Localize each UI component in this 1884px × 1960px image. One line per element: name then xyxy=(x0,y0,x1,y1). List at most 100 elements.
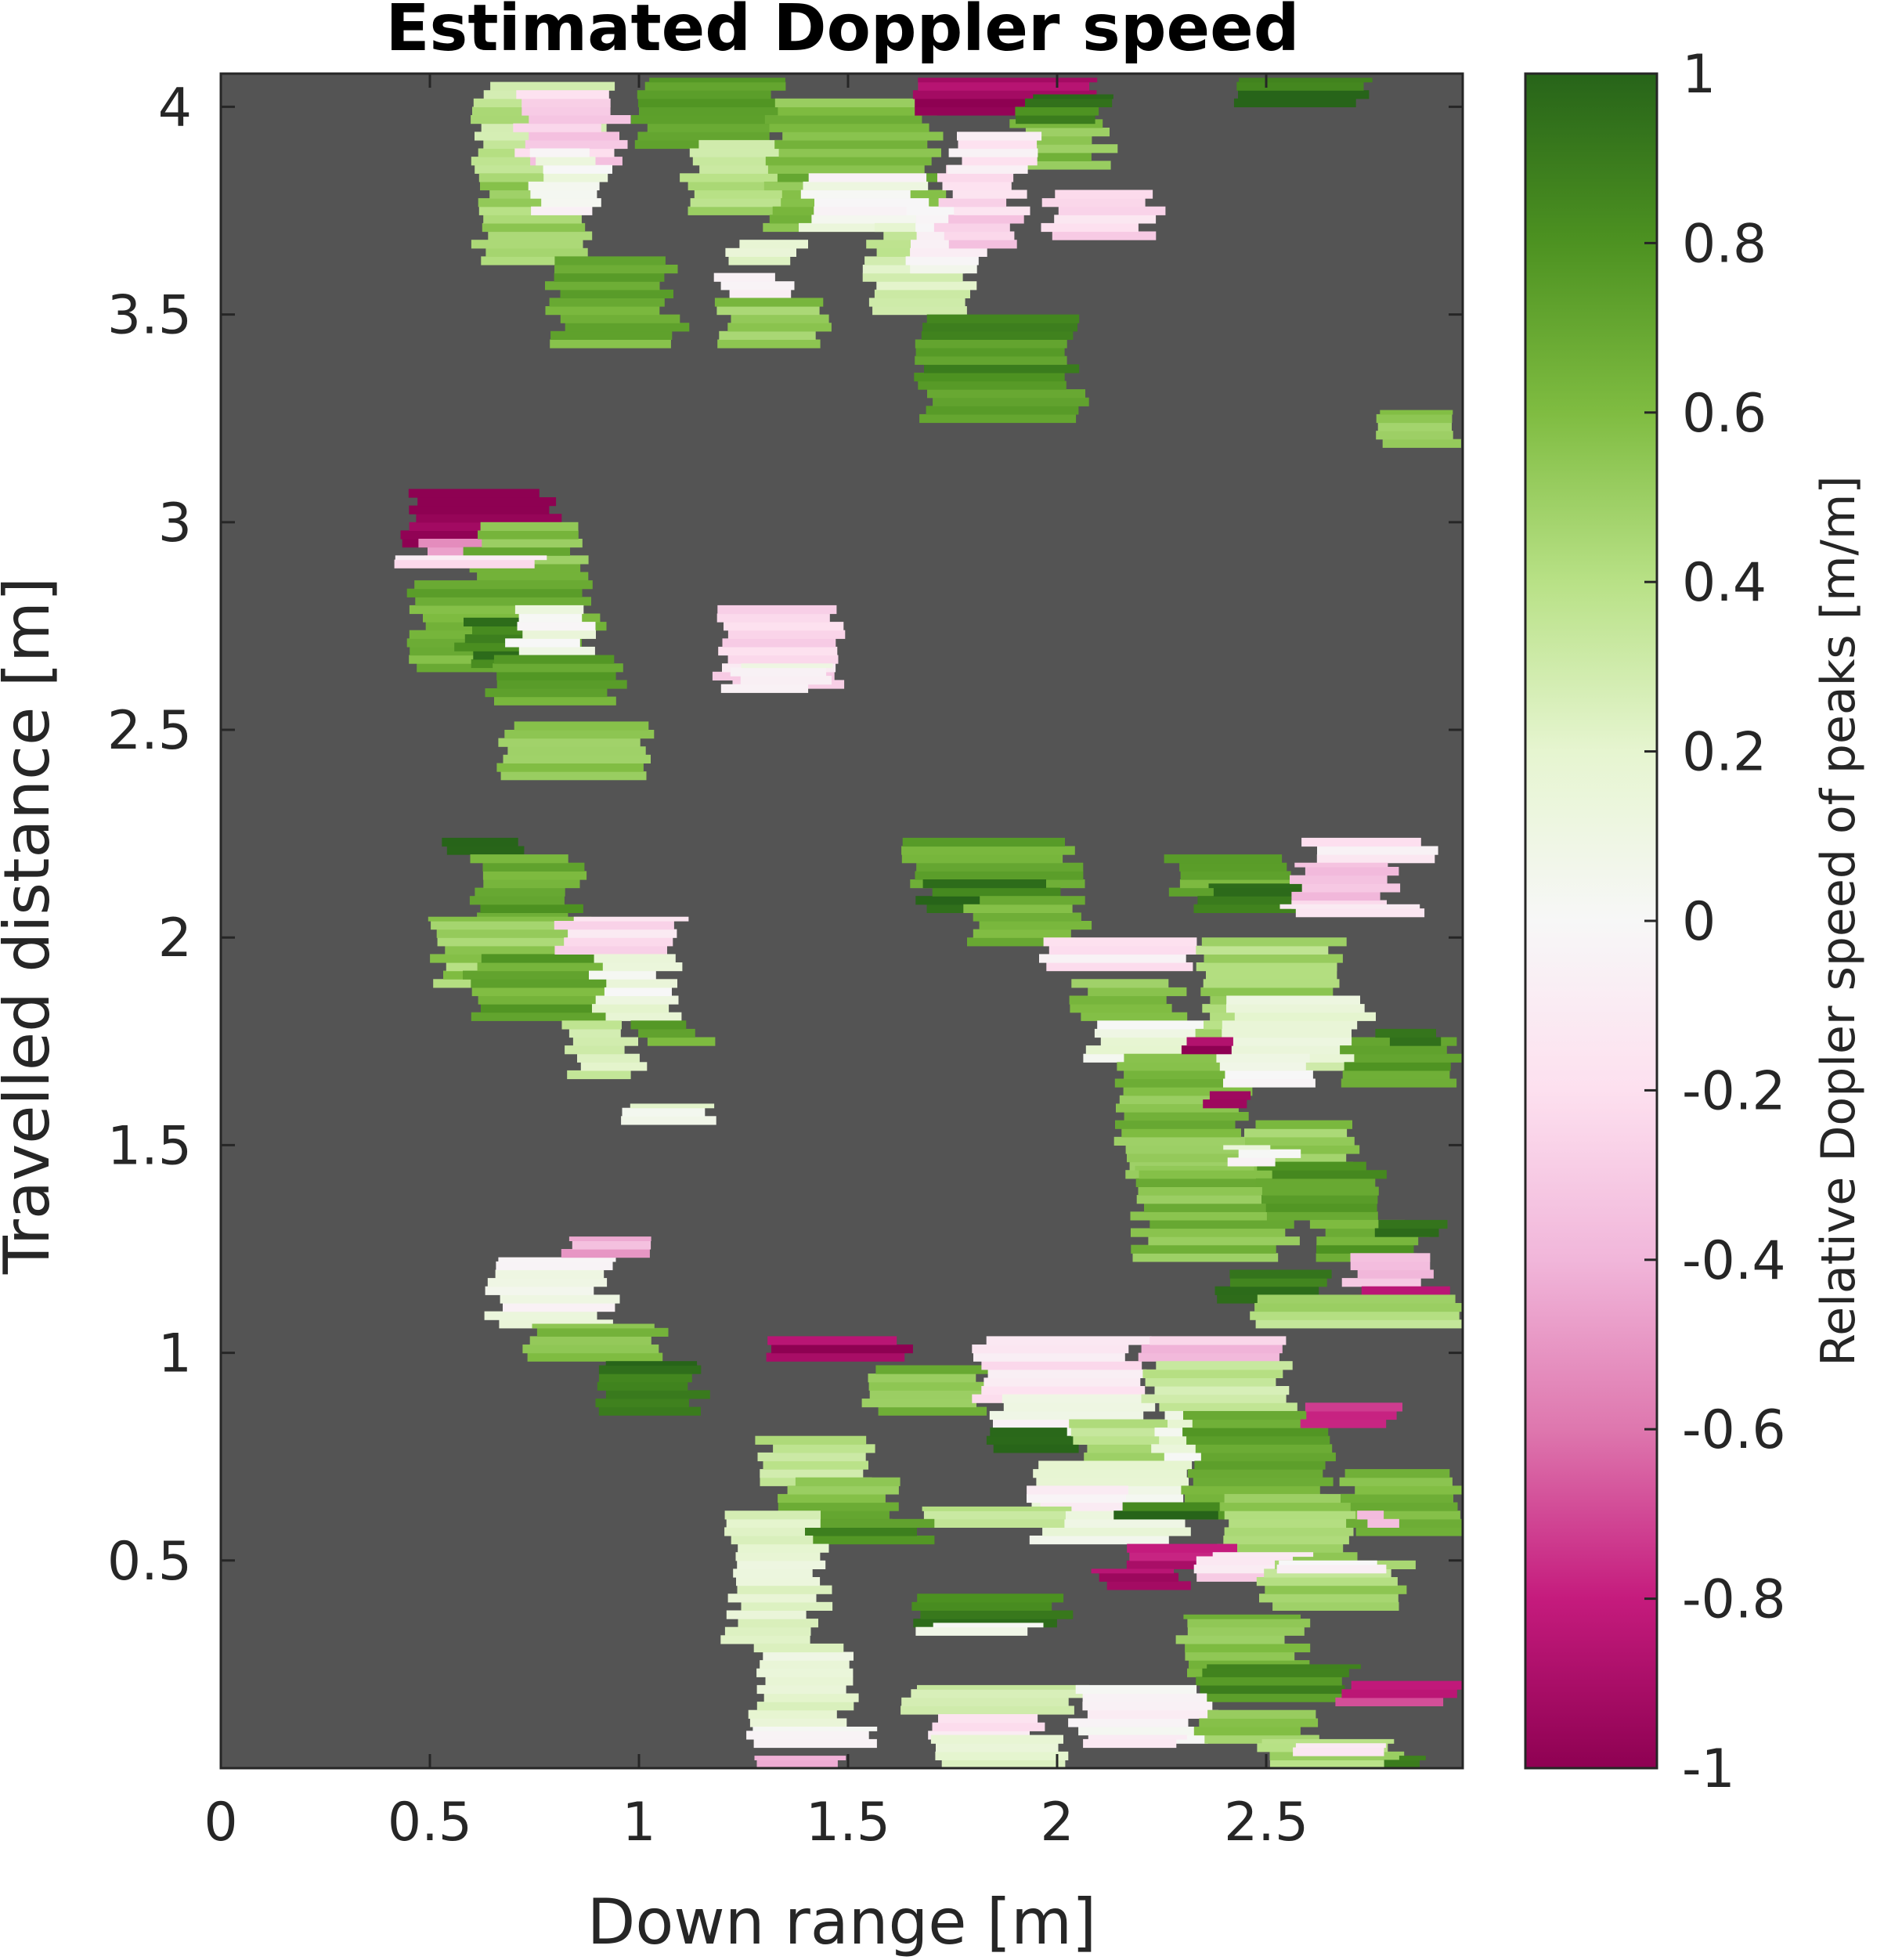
heatmap-cell xyxy=(446,846,525,855)
heatmap-cell xyxy=(485,247,588,257)
heatmap-cell xyxy=(478,995,630,1005)
y-axis: 0.5 1 1.5 2 2.5 3 3.5 4 xyxy=(107,77,1463,1593)
colorbar: 1 0.8 0.6 0.4 0.2 0 -0.2 -0.4 -0.6 -0.8 -1 xyxy=(1524,44,1786,1800)
heatmap-cell xyxy=(1229,1269,1332,1279)
y-tick-label: 1.5 xyxy=(107,1115,192,1177)
heatmap-cell xyxy=(724,1527,805,1536)
heatmap-cell xyxy=(478,173,583,182)
heatmap-cell xyxy=(1041,222,1139,233)
heatmap-cell xyxy=(529,115,631,125)
heatmap-cell xyxy=(689,148,838,157)
heatmap-cell xyxy=(911,240,981,249)
colorbar-tick-label: 0.6 xyxy=(1682,383,1767,445)
heatmap-cell xyxy=(418,539,514,548)
heatmap-cell xyxy=(1145,1377,1276,1387)
heatmap-cell xyxy=(918,81,1090,91)
heatmap-cell xyxy=(477,572,589,581)
heatmap-cell xyxy=(478,206,577,215)
heatmap-cell xyxy=(1207,1664,1361,1669)
heatmap-cell xyxy=(630,1103,715,1109)
heatmap-cell xyxy=(1075,1684,1197,1695)
heatmap-cell xyxy=(500,771,647,781)
heatmap-cell xyxy=(1100,1037,1239,1046)
heatmap-cell xyxy=(1217,1543,1344,1553)
heatmap-cell xyxy=(529,132,619,141)
heatmap-cell xyxy=(475,164,600,174)
heatmap-cell xyxy=(647,123,782,132)
heatmap-cell xyxy=(1124,1053,1248,1063)
heatmap-cell xyxy=(944,231,1015,240)
heatmap-cell xyxy=(1139,1170,1290,1179)
heatmap-cell xyxy=(724,622,844,631)
heatmap-cell xyxy=(568,1028,621,1038)
heatmap-cell xyxy=(1036,1477,1189,1486)
heatmap-cell xyxy=(1346,1518,1463,1528)
heatmap-cell xyxy=(954,206,1030,215)
heatmap-cell xyxy=(598,1365,702,1374)
heatmap-cell xyxy=(599,1373,692,1383)
heatmap-cell xyxy=(787,1485,899,1495)
heatmap-cell xyxy=(1082,1693,1207,1702)
heatmap-cell xyxy=(930,1734,1063,1744)
heatmap-cell xyxy=(760,1469,864,1478)
heatmap-cell xyxy=(1113,1136,1247,1146)
heatmap-cell xyxy=(1135,1178,1279,1187)
heatmap-cell xyxy=(902,837,1065,847)
heatmap-cell xyxy=(549,298,665,307)
heatmap-plot-area xyxy=(219,72,1464,1770)
heatmap-cell xyxy=(753,1643,844,1653)
heatmap-cell xyxy=(503,754,651,763)
heatmap-cell xyxy=(1357,1269,1434,1279)
heatmap-cell xyxy=(1135,1165,1279,1171)
heatmap-cell xyxy=(1196,945,1329,955)
heatmap-cell xyxy=(1294,862,1388,868)
heatmap-cell xyxy=(922,323,1077,332)
heatmap-cell xyxy=(1114,1078,1233,1088)
heatmap-cell xyxy=(910,265,977,274)
heatmap-cell xyxy=(869,1390,985,1399)
heatmap-cell xyxy=(1150,1336,1287,1345)
heatmap-cell xyxy=(1255,1319,1463,1329)
heatmap-cell xyxy=(604,987,672,997)
heatmap-cell xyxy=(1070,1004,1172,1013)
chart-title: Estimated Doppler speed xyxy=(386,0,1300,66)
heatmap-cell xyxy=(543,173,608,182)
heatmap-cell xyxy=(755,1435,867,1445)
heatmap-cell xyxy=(536,157,596,166)
heatmap-cell xyxy=(1181,1045,1232,1055)
heatmap-cell xyxy=(490,81,615,91)
heatmap-cell xyxy=(948,148,1038,157)
heatmap-cell xyxy=(1129,1552,1240,1561)
heatmap-cell xyxy=(766,1352,905,1362)
heatmap-cell xyxy=(1203,1099,1247,1109)
heatmap-cell xyxy=(1255,1178,1376,1187)
heatmap-cell xyxy=(564,937,673,947)
heatmap-cell xyxy=(1125,1145,1244,1154)
heatmap-cell xyxy=(1085,1045,1227,1055)
heatmap-cell xyxy=(1222,1045,1351,1055)
heatmap-cell xyxy=(495,1269,605,1279)
heatmap-cell xyxy=(482,871,587,880)
heatmap-cell xyxy=(1309,1219,1405,1229)
heatmap-cell xyxy=(417,497,557,507)
heatmap-cell xyxy=(1207,1709,1316,1719)
heatmap-cell xyxy=(1306,1410,1397,1420)
heatmap-cell xyxy=(799,222,914,233)
heatmap-cell xyxy=(505,638,580,648)
heatmap-cell xyxy=(1193,904,1309,913)
heatmap-cell xyxy=(622,1107,706,1117)
heatmap-cell xyxy=(1142,1369,1283,1378)
heatmap-cell xyxy=(1025,128,1110,137)
heatmap-cell xyxy=(717,605,837,615)
colorbar-tick-label: 0 xyxy=(1682,891,1716,953)
heatmap-cell xyxy=(917,1684,1089,1690)
heatmap-cell xyxy=(1097,1020,1226,1030)
heatmap-cell xyxy=(498,738,641,747)
heatmap-cell xyxy=(1136,1195,1276,1204)
heatmap-cell xyxy=(1185,1643,1311,1653)
heatmap-cell xyxy=(993,1444,1079,1453)
heatmap-cell xyxy=(481,1004,633,1013)
heatmap-cell xyxy=(1081,1012,1188,1021)
heatmap-cell xyxy=(919,413,1077,424)
heatmap-cell xyxy=(1131,1244,1276,1254)
